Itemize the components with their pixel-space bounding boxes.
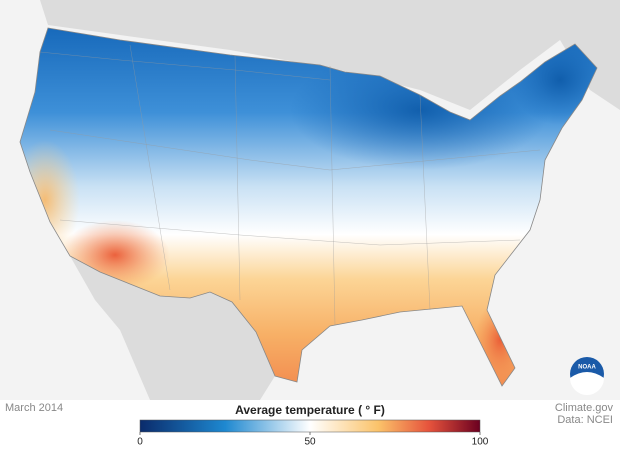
logo-wave [570,372,604,395]
colorbar-tick-label: 50 [304,437,316,448]
canada [40,0,620,110]
logo-text: NOAA [578,365,596,371]
credit: Climate.gov [555,402,614,414]
colorbar-tick-label: 100 [472,437,489,448]
colorbar [139,419,481,433]
noaa-logo: NOAA [570,357,604,395]
state-borders [39,44,541,326]
legend-title: Average temperature ( ° F) [235,403,385,417]
colorbar-tick-label: 0 [137,437,143,448]
credit: Data: NCEI [557,414,613,426]
date-label: March 2014 [5,402,63,414]
mexico [70,256,275,400]
colorbar-ticks: 0 50 100 [137,432,489,448]
